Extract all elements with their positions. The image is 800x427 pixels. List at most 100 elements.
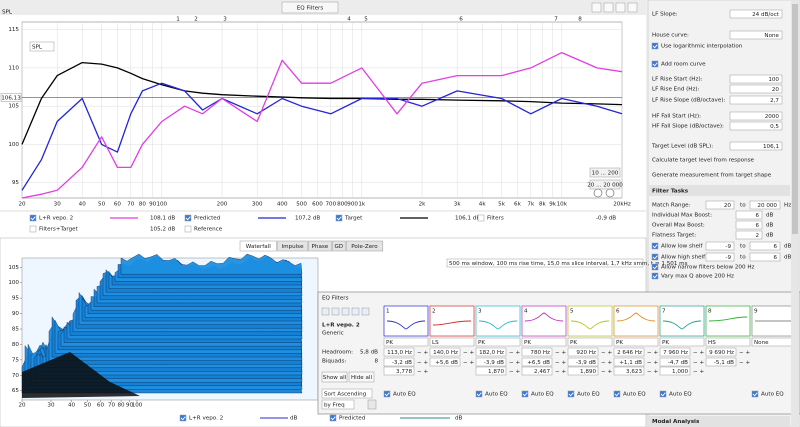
- eq-tool-icon[interactable]: [331, 307, 340, 316]
- zoom-button[interactable]: [593, 188, 603, 198]
- legend-checkbox[interactable]: [477, 214, 485, 222]
- sort-by-label[interactable]: by Freq: [324, 402, 345, 408]
- auto-eq-checkbox[interactable]: [383, 390, 391, 398]
- filter-type-dropdown[interactable]: [613, 337, 659, 347]
- filter-gain-field[interactable]: [567, 357, 599, 367]
- filter-gain-field[interactable]: [521, 357, 553, 367]
- eq-tool-icon[interactable]: [341, 307, 350, 316]
- filter-type-dropdown[interactable]: [567, 337, 613, 347]
- auto-eq-checkbox[interactable]: [475, 390, 483, 398]
- spl-dropdown-label[interactable]: SPL: [32, 44, 43, 50]
- setting-value[interactable]: -9: [725, 255, 731, 261]
- filter-type[interactable]: PK: [524, 340, 531, 346]
- filter-gain-field[interactable]: [613, 357, 645, 367]
- setting-field[interactable]: [729, 74, 783, 84]
- setting-field[interactable]: [749, 252, 781, 262]
- zoom-button[interactable]: [605, 188, 615, 198]
- legend-checkbox[interactable]: [184, 225, 192, 233]
- setting-field[interactable]: [735, 220, 763, 230]
- filter-gain[interactable]: -3,2 dB: [392, 360, 412, 366]
- setting-field[interactable]: [735, 210, 763, 220]
- setting-value[interactable]: 6: [755, 213, 759, 219]
- legend-checkbox[interactable]: [335, 214, 343, 222]
- filter-type-dropdown[interactable]: [383, 337, 429, 347]
- filter-gain-field[interactable]: [429, 357, 461, 367]
- spl-dropdown[interactable]: [29, 41, 55, 52]
- auto-eq-checkbox[interactable]: [567, 390, 575, 398]
- filter-gain[interactable]: +5,6 dB: [435, 360, 458, 366]
- setting-field[interactable]: [749, 200, 781, 210]
- setting-value[interactable]: 2000: [765, 114, 780, 120]
- filter-type[interactable]: PK: [616, 340, 623, 346]
- range-button[interactable]: [589, 179, 621, 190]
- setting-value[interactable]: 24 dB/oct: [752, 12, 780, 18]
- filter-type-dropdown[interactable]: [429, 337, 475, 347]
- tab[interactable]: [239, 240, 277, 252]
- filter-gain[interactable]: -5,1 dB: [714, 360, 734, 366]
- setting-value[interactable]: 20: [772, 87, 780, 93]
- filter-type[interactable]: PK: [570, 340, 577, 346]
- filter-type-dropdown[interactable]: [659, 337, 705, 347]
- setting-value[interactable]: 6: [755, 223, 759, 229]
- tab[interactable]: [332, 240, 346, 252]
- filter-type[interactable]: LS: [432, 340, 439, 346]
- scrollbar-thumb[interactable]: [792, 4, 798, 234]
- eq-button[interactable]: [348, 371, 375, 383]
- filter-type[interactable]: PK: [386, 340, 393, 346]
- filter-type[interactable]: PK: [478, 340, 485, 346]
- legend-checkbox[interactable]: [29, 214, 37, 222]
- eq-button[interactable]: [321, 371, 348, 383]
- filter-freq-field[interactable]: [521, 347, 553, 357]
- setting-field[interactable]: [729, 95, 783, 105]
- setting-field[interactable]: [729, 141, 783, 151]
- filter-freq[interactable]: 2 646 Hz: [617, 350, 642, 356]
- filter-freq[interactable]: 113,0 Hz: [387, 350, 412, 356]
- toolbar-icon[interactable]: [591, 2, 602, 13]
- legend-checkbox[interactable]: [329, 414, 337, 422]
- legend-checkbox[interactable]: [179, 414, 187, 422]
- sort-label[interactable]: Sort Ascending: [324, 391, 367, 397]
- auto-eq-checkbox[interactable]: [659, 390, 667, 398]
- filter-q[interactable]: 1,870: [488, 369, 504, 375]
- checkbox[interactable]: [651, 253, 659, 261]
- setting-value[interactable]: 106,1: [763, 144, 779, 150]
- filter-freq-field[interactable]: [383, 347, 415, 357]
- toolbar-icon[interactable]: [627, 2, 638, 13]
- filter-type[interactable]: HS: [708, 340, 716, 346]
- checkbox[interactable]: [651, 242, 659, 250]
- filter-gain[interactable]: +1,1 dB: [619, 360, 642, 366]
- auto-eq-checkbox[interactable]: [751, 390, 759, 398]
- filter-gain[interactable]: -3,9 dB: [484, 360, 504, 366]
- filter-q[interactable]: 3,623: [626, 369, 642, 375]
- setting-value[interactable]: 0,5: [770, 124, 779, 130]
- setting-field[interactable]: [735, 230, 763, 240]
- filter-freq-field[interactable]: [475, 347, 507, 357]
- filter-type-dropdown[interactable]: [705, 337, 751, 347]
- setting-field[interactable]: [705, 252, 735, 262]
- setting-field[interactable]: [705, 200, 735, 210]
- filter-q-field[interactable]: [613, 366, 645, 376]
- setting-value[interactable]: 2,7: [770, 98, 779, 104]
- filter-gain[interactable]: -3,9 dB: [576, 360, 596, 366]
- filter-gain-field[interactable]: [705, 357, 737, 367]
- checkbox[interactable]: [651, 60, 659, 68]
- checkbox[interactable]: [651, 263, 659, 271]
- setting-value[interactable]: 20 000: [757, 203, 777, 209]
- range-button-label[interactable]: 20 ... 20 000: [587, 182, 623, 188]
- filter-q-field[interactable]: [659, 366, 691, 376]
- filter-type-dropdown[interactable]: [521, 337, 567, 347]
- filter-type[interactable]: PK: [662, 340, 669, 346]
- setting-value[interactable]: None: [764, 33, 779, 39]
- filter-freq[interactable]: 920 Hz: [576, 350, 596, 356]
- filter-freq[interactable]: 140,0 Hz: [433, 350, 458, 356]
- filter-gain-field[interactable]: [659, 357, 691, 367]
- filter-freq[interactable]: 182,0 Hz: [479, 350, 504, 356]
- eq-tool-icon[interactable]: [351, 307, 360, 316]
- filter-gain-field[interactable]: [383, 357, 415, 367]
- sort-by-dropdown[interactable]: [321, 399, 355, 410]
- setting-value[interactable]: 6: [773, 244, 777, 250]
- legend-checkbox[interactable]: [184, 214, 192, 222]
- toolbar-icon[interactable]: [603, 2, 614, 13]
- eq-tool-icon[interactable]: [321, 307, 330, 316]
- sort-dropdown[interactable]: [321, 388, 373, 399]
